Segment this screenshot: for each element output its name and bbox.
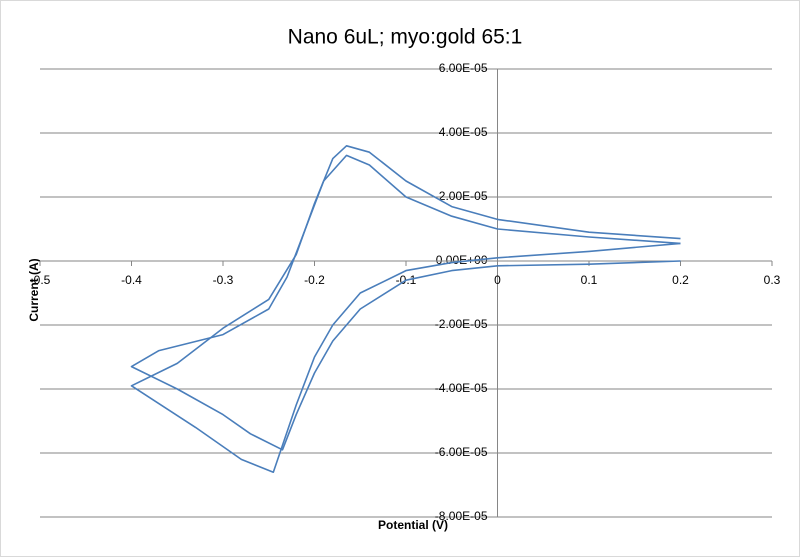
x-tick-label: 0 — [494, 273, 501, 287]
x-tick-label: -0.4 — [121, 273, 142, 287]
y-tick-label: 6.00E-05 — [439, 61, 488, 75]
y-tick-label: -4.00E-05 — [435, 381, 488, 395]
x-tick-label: -0.5 — [30, 273, 51, 287]
data-line — [130, 154, 681, 451]
x-axis-title: Potential (V) — [378, 518, 448, 532]
y-tick-label: 2.00E-05 — [439, 189, 488, 203]
x-tick-label: -0.2 — [304, 273, 325, 287]
x-tick-label: 0.1 — [581, 273, 598, 287]
x-tick-label: 0.3 — [764, 273, 781, 287]
data-line — [130, 145, 681, 473]
y-tick-label: -6.00E-05 — [435, 445, 488, 459]
y-tick-label: -2.00E-05 — [435, 317, 488, 331]
y-tick-label: 4.00E-05 — [439, 125, 488, 139]
x-tick-label: -0.3 — [213, 273, 234, 287]
x-tick-label: 0.2 — [672, 273, 689, 287]
y-axis-title: Current (A) — [27, 258, 41, 321]
y-tick-label: -8.00E-05 — [435, 509, 488, 523]
chart-title: Nano 6uL; myo:gold 65:1 — [288, 26, 523, 49]
